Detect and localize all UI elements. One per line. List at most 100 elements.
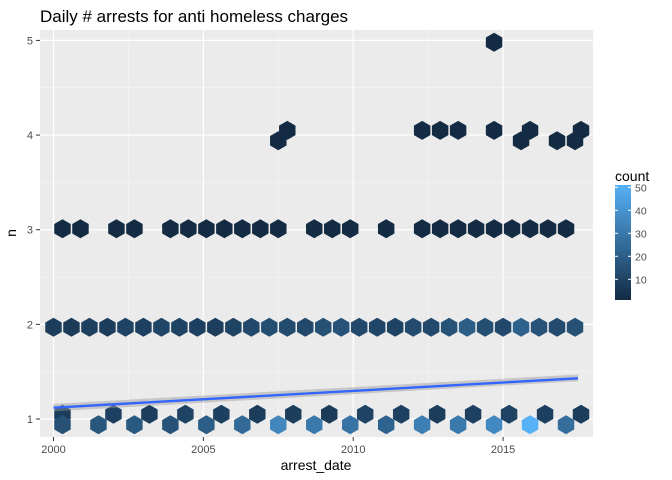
chart-title: Daily # arrests for anti homeless charge… bbox=[40, 7, 348, 26]
hexbin-row_n2-20 bbox=[404, 317, 422, 337]
hexbin-row_n2-18 bbox=[368, 317, 386, 337]
hexbin-row_n3-11 bbox=[306, 219, 323, 239]
x-tick-label: 2010 bbox=[341, 444, 365, 456]
hexbin-row_n1_lower-8 bbox=[341, 415, 359, 435]
x-tick-label: 2005 bbox=[191, 444, 215, 456]
hexbin-row_n1_upper-8 bbox=[356, 404, 374, 424]
x-tick-label: 2000 bbox=[41, 444, 65, 456]
hexbin-row_n1_lower-10 bbox=[413, 415, 431, 435]
hexbin-row_n1_upper-1 bbox=[105, 404, 122, 424]
legend-tick-label: 10 bbox=[635, 274, 647, 286]
trend-layer bbox=[53, 374, 579, 412]
hexbin-row_n3-2 bbox=[108, 219, 125, 239]
trend-line bbox=[53, 377, 579, 409]
hexbin-row_n2-22 bbox=[440, 317, 458, 337]
hexbin-row_n2-19 bbox=[386, 317, 404, 337]
hexbin-row_n3-1 bbox=[72, 219, 89, 239]
y-axis-label: n bbox=[3, 229, 19, 237]
y-tick-label: 1 bbox=[27, 414, 33, 426]
hexbin-row_n1_lower-12 bbox=[485, 415, 503, 435]
hexbin-row_n3-16 bbox=[431, 219, 449, 239]
hexbin-row_n2-6 bbox=[153, 317, 170, 337]
hexbin-row_n3-23 bbox=[557, 219, 575, 239]
hexbin-row_n1_upper-11 bbox=[464, 404, 482, 424]
axes: 2000 2005 2010 2015 1 2 3 4 5 bbox=[27, 35, 515, 456]
hexbin-row_n3-18 bbox=[467, 219, 485, 239]
hexbin-row_n3-15 bbox=[413, 219, 431, 239]
hexbin-row_n1_upper-10 bbox=[428, 404, 446, 424]
hexbin-row_n1_lower-0 bbox=[54, 415, 71, 435]
hexbin-row_n4_lower-2 bbox=[548, 131, 566, 151]
hexbin-row_n3-0 bbox=[54, 219, 71, 239]
hexbin-row_n1_upper-14 bbox=[572, 404, 590, 424]
hexbin-row_n2-12 bbox=[261, 317, 278, 337]
hexbin-row_n4_lower-0 bbox=[270, 131, 287, 151]
y-tick-label: 5 bbox=[27, 35, 33, 47]
legend-tick-label: 40 bbox=[635, 205, 647, 217]
hexbin-row_n2-25 bbox=[494, 317, 512, 337]
hexbin-row_n1_lower-1 bbox=[90, 415, 107, 435]
hexbin-row_n2-17 bbox=[350, 317, 368, 337]
hexbin-row_n1_lower-7 bbox=[306, 415, 323, 435]
hexbin-row_n2-16 bbox=[333, 317, 350, 337]
hexbin-row_n2-11 bbox=[243, 317, 260, 337]
hexbin-row_n2-5 bbox=[135, 317, 152, 337]
hexbin-row_n1_upper-3 bbox=[177, 404, 194, 424]
hexbin-row_n3-19 bbox=[485, 219, 503, 239]
legend-tick-label: 50 bbox=[635, 182, 647, 194]
hexbin-row_n3-10 bbox=[270, 219, 287, 239]
hexbin-row_n2-27 bbox=[530, 317, 548, 337]
y-tick-label: 3 bbox=[27, 225, 33, 237]
hexbin-row_n3-7 bbox=[216, 219, 233, 239]
hexbin-row_n1_upper-2 bbox=[141, 404, 158, 424]
hexbin-row_n3-22 bbox=[539, 219, 557, 239]
hexbin-row_n1_lower-4 bbox=[198, 415, 215, 435]
hexbin-row_n2-28 bbox=[548, 317, 566, 337]
hexbin-row_n1_lower-14 bbox=[557, 415, 575, 435]
hexbin-row_n2-0 bbox=[45, 317, 62, 337]
hexbin-row_n3-5 bbox=[180, 219, 197, 239]
hexbin-row_n1_lower-11 bbox=[449, 415, 467, 435]
hexbin-row_n3-20 bbox=[503, 219, 521, 239]
hexbin-row_n1_upper-7 bbox=[321, 404, 338, 424]
hexbin-row_n3-3 bbox=[126, 219, 143, 239]
hexbin-row_n1_upper-6 bbox=[285, 404, 302, 424]
x-tick-label: 2015 bbox=[491, 444, 515, 456]
hexbin-row_n1_lower-3 bbox=[162, 415, 179, 435]
legend-title: count bbox=[615, 168, 649, 184]
hexbin-row_n2-1 bbox=[63, 317, 80, 337]
hexbin-row_n4_lower-3 bbox=[566, 131, 584, 151]
hexbin-row_n5-0 bbox=[485, 32, 503, 52]
hexbin-row_n1_lower-6 bbox=[270, 415, 287, 435]
hexbin-row_n3-12 bbox=[324, 219, 341, 239]
hexbin-row_n2-8 bbox=[189, 317, 206, 337]
hexbin-row_n1_upper-12 bbox=[500, 404, 518, 424]
hexbin-row_n1_lower-13 bbox=[521, 415, 539, 435]
hexbin-row_n4_upper-4 bbox=[485, 120, 503, 140]
legend-tick-label: 30 bbox=[635, 228, 647, 240]
hexbin-row_n3-4 bbox=[162, 219, 179, 239]
hexbin-row_n1_upper-13 bbox=[536, 404, 554, 424]
color-legend: count 10 20 30 40 50 bbox=[615, 168, 649, 300]
hexbin-row_n3-13 bbox=[341, 219, 359, 239]
hexbin-row_n1_lower-9 bbox=[377, 415, 395, 435]
hexbin-row_n3-6 bbox=[198, 219, 215, 239]
hexbin-row_n3-8 bbox=[234, 219, 251, 239]
x-axis-label: arrest_date bbox=[281, 457, 352, 473]
hexbin-row_n2-13 bbox=[279, 317, 296, 337]
hexbin-row_n3-21 bbox=[521, 219, 539, 239]
hexbin-row_n3-9 bbox=[252, 219, 269, 239]
legend-tick-label: 20 bbox=[635, 251, 647, 263]
hexbin-row_n2-21 bbox=[422, 317, 440, 337]
hexbin-row_n1_upper-9 bbox=[392, 404, 410, 424]
hexbin-row_n4_upper-2 bbox=[431, 120, 449, 140]
legend-colorbar bbox=[615, 185, 631, 300]
hexbin-row_n2-15 bbox=[315, 317, 332, 337]
hexbin-row_n2-29 bbox=[566, 317, 584, 337]
y-tick-label: 4 bbox=[27, 130, 33, 142]
hexbin-row_n1_lower-5 bbox=[234, 415, 251, 435]
y-tick-label: 2 bbox=[27, 319, 33, 331]
hexbin-row_n2-3 bbox=[99, 317, 116, 337]
hexbin-row_n2-24 bbox=[476, 317, 494, 337]
